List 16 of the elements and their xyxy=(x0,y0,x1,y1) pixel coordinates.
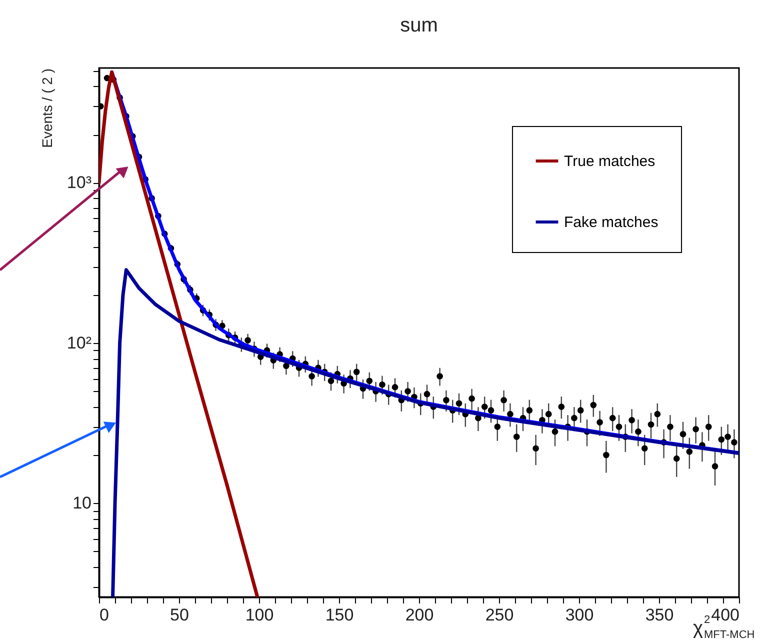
legend-label: True matches xyxy=(564,153,656,170)
x-tick-label: 0 xyxy=(100,606,109,624)
x-tick-label: 50 xyxy=(170,606,189,624)
x-tick-label: 250 xyxy=(485,606,514,624)
x-tick-label: 350 xyxy=(645,606,674,624)
y-axis-title: Events / ( 2 ) xyxy=(38,68,55,148)
legend-label: Fake matches xyxy=(564,214,658,231)
line-series xyxy=(111,268,739,597)
x-tick-label: 300 xyxy=(565,606,594,624)
y-tick-label: 10³ xyxy=(66,173,92,192)
x-tick-label: 100 xyxy=(245,606,274,624)
chart-title: sum xyxy=(400,14,438,37)
y-tick-label: 10 xyxy=(72,494,92,513)
y-tick-label: 10² xyxy=(66,333,92,352)
x-tick-label: 150 xyxy=(325,606,354,624)
x-tick-label: 200 xyxy=(405,606,434,624)
